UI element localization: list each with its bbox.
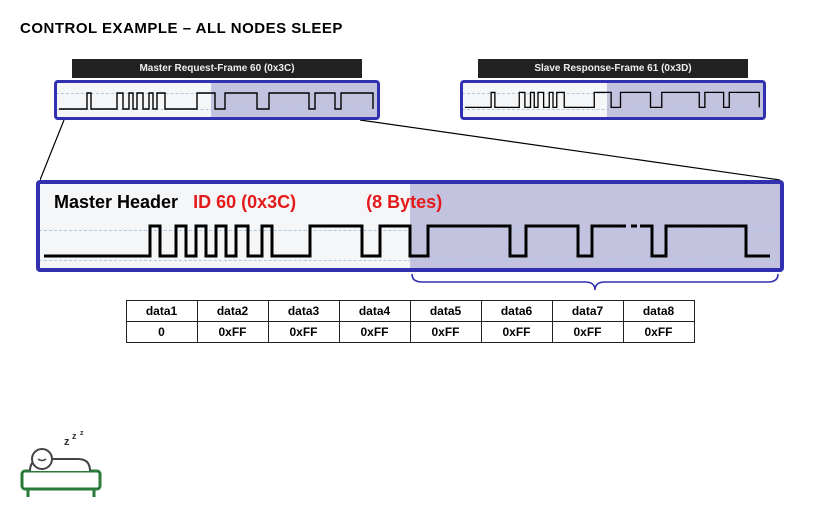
sleep-icon: z z z — [18, 429, 108, 499]
master-frame-body — [54, 80, 380, 120]
table-header: data6 — [481, 301, 552, 322]
master-header-label: Master Header — [54, 192, 178, 212]
table-cell: 0xFF — [268, 322, 339, 343]
table-header: data2 — [197, 301, 268, 322]
slave-frame-label: Slave Response-Frame 61 (0x3D) — [478, 59, 748, 78]
master-frame-label: Master Request-Frame 60 (0x3C) — [72, 59, 362, 78]
svg-text:z: z — [80, 430, 84, 437]
svg-text:z: z — [72, 431, 77, 441]
svg-text:z: z — [64, 436, 70, 448]
id-label: ID 60 (0x3C) — [193, 192, 296, 212]
detail-labels: Master Header ID 60 (0x3C) (8 Bytes) — [54, 192, 442, 213]
slave-frame: Slave Response-Frame 61 (0x3D) — [460, 59, 766, 120]
table-cell: 0xFF — [552, 322, 623, 343]
table-cell: 0xFF — [623, 322, 694, 343]
master-signal-icon — [57, 83, 377, 117]
master-frame: Master Request-Frame 60 (0x3C) — [54, 59, 380, 120]
table-cell: 0 — [126, 322, 197, 343]
table-header: data8 — [623, 301, 694, 322]
bytes-label: (8 Bytes) — [366, 192, 442, 212]
slave-frame-body — [460, 80, 766, 120]
table-header: data4 — [339, 301, 410, 322]
table-cell: 0xFF — [197, 322, 268, 343]
data-table: data1 data2 data3 data4 data5 data6 data… — [126, 300, 695, 343]
table-header: data7 — [552, 301, 623, 322]
frames-row: Master Request-Frame 60 (0x3C) Slave Res… — [20, 59, 800, 120]
table-cell: 0xFF — [339, 322, 410, 343]
table-header: data1 — [126, 301, 197, 322]
brace-icon — [410, 272, 780, 292]
table-value-row: 0 0xFF 0xFF 0xFF 0xFF 0xFF 0xFF 0xFF — [126, 322, 694, 343]
detail-frame: Master Header ID 60 (0x3C) (8 Bytes) — [36, 180, 784, 272]
detail-signal-icon — [40, 220, 780, 260]
table-header-row: data1 data2 data3 data4 data5 data6 data… — [126, 301, 694, 322]
zoom-lines — [40, 120, 780, 180]
page-title: CONTROL EXAMPLE – ALL NODES SLEEP — [20, 20, 800, 37]
slave-signal-icon — [463, 83, 763, 115]
table-header: data5 — [410, 301, 481, 322]
table-cell: 0xFF — [410, 322, 481, 343]
table-cell: 0xFF — [481, 322, 552, 343]
table-header: data3 — [268, 301, 339, 322]
